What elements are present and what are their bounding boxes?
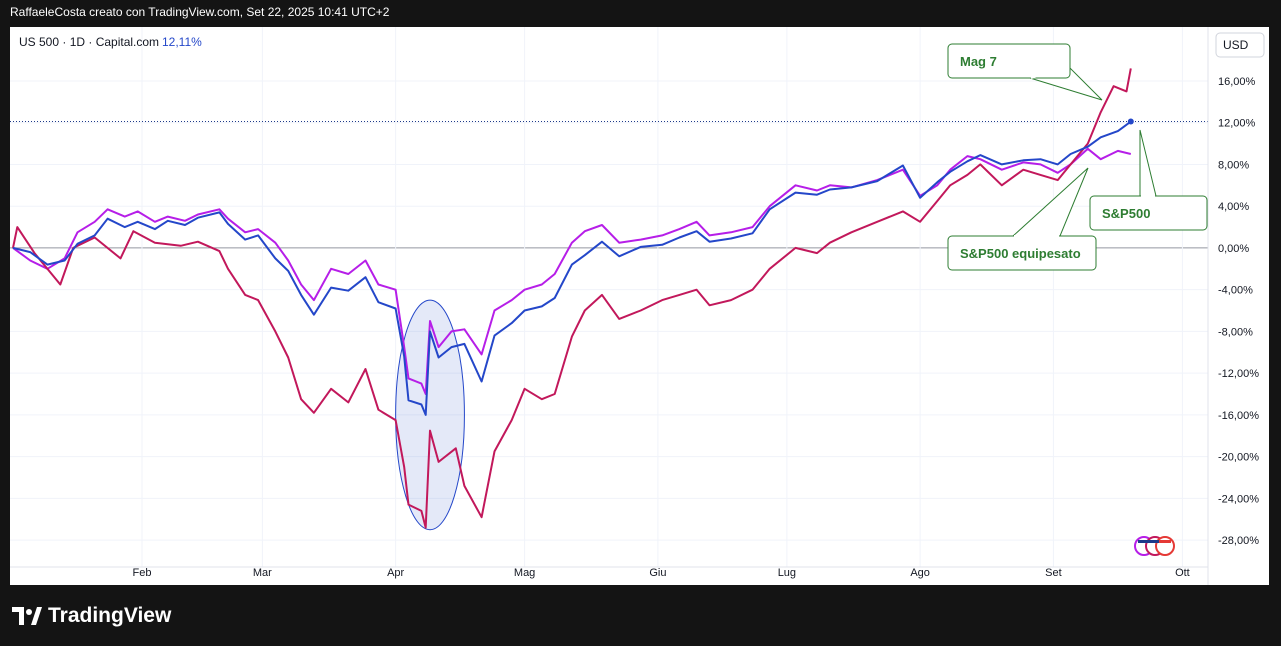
series-line-mag-7[interactable]: [12, 68, 1132, 529]
x-tick-label: Set: [1045, 567, 1062, 579]
callout-label: S&P500: [1102, 206, 1150, 221]
y-tick-label: -12,00%: [1218, 368, 1259, 380]
y-tick-label: -20,00%: [1218, 452, 1259, 464]
callout-box: [947, 43, 1071, 79]
y-tick-label: -16,00%: [1218, 410, 1259, 422]
x-tick-label: Ott: [1175, 567, 1190, 579]
y-tick-label: -8,00%: [1218, 326, 1253, 338]
currency-label: USD: [1223, 38, 1249, 52]
x-tick-label: Giu: [649, 567, 666, 579]
last-point-marker: [1127, 118, 1134, 125]
x-tick-label: Ago: [910, 567, 930, 579]
us-flag-icon-3: [1155, 536, 1175, 556]
y-tick-label: 12,00%: [1218, 118, 1256, 130]
y-tick-label: 8,00%: [1218, 159, 1249, 171]
x-tick-label: Lug: [778, 567, 796, 579]
flag-stripe-icon: [1138, 540, 1150, 543]
callout-join: [1030, 66, 1069, 79]
flag-stripe-icon-3: [1159, 540, 1171, 543]
series-line-s-p500[interactable]: [12, 120, 1132, 416]
axes: 16,00% 12,00% 8,00% 4,00% 0,00% -4,00% -8,00% -…: [10, 27, 1259, 585]
callout-s-p500-equipesato[interactable]: S&P500 equipesato: [947, 167, 1097, 271]
callout-pointer: [1139, 129, 1157, 197]
chart-frame: 16,00% 12,00% 8,00% 4,00% 0,00% -4,00% -8,00% -…: [10, 27, 1269, 585]
y-tick-label: 4,00%: [1218, 201, 1249, 213]
y-tick-label: 16,00%: [1218, 76, 1256, 88]
brand-name: TradingView: [48, 604, 172, 627]
grid: [10, 27, 1208, 567]
y-tick-label: -24,00%: [1218, 493, 1259, 505]
x-tick-label: Mar: [253, 567, 272, 579]
currency-button[interactable]: USD: [1215, 32, 1265, 58]
x-tick-label: Mag: [514, 567, 535, 579]
callout-s-p500[interactable]: S&P500: [1089, 129, 1208, 231]
series-layer: [12, 68, 1134, 529]
chart-svg[interactable]: 16,00% 12,00% 8,00% 4,00% 0,00% -4,00% -8,00% -…: [10, 27, 1269, 585]
x-tick-label: Apr: [387, 567, 404, 579]
symbol-change: 12,11%: [162, 35, 202, 49]
y-tick-label: -4,00%: [1218, 285, 1253, 297]
legend: US 500 · 1D · Capital.com 12,11%: [19, 35, 202, 49]
callout-label: Mag 7: [960, 54, 997, 69]
callout-mag-7[interactable]: Mag 7: [947, 43, 1103, 101]
annotation-layer: Mag 7 S&P500 S&P500 equipesato: [947, 43, 1208, 271]
symbol-label: US 500 · 1D · Capital.com: [19, 35, 159, 49]
series-line-s-p500-equipesato[interactable]: [12, 147, 1132, 395]
tradingview-logo-icon: [12, 607, 42, 625]
tradingview-logo[interactable]: TradingView: [12, 604, 171, 628]
highlight-area: [395, 299, 465, 531]
y-tick-label: -28,00%: [1218, 535, 1259, 547]
callout-label: S&P500 equipesato: [960, 246, 1081, 261]
y-tick-label: 0,00%: [1218, 243, 1249, 255]
flag-icons: [1134, 536, 1175, 556]
chart-caption: RaffaeleCosta creato con TradingView.com…: [10, 5, 390, 19]
flag-stripe-icon-2: [1149, 540, 1161, 543]
x-tick-label: Feb: [132, 567, 151, 579]
highlight-ellipse: [395, 299, 465, 531]
